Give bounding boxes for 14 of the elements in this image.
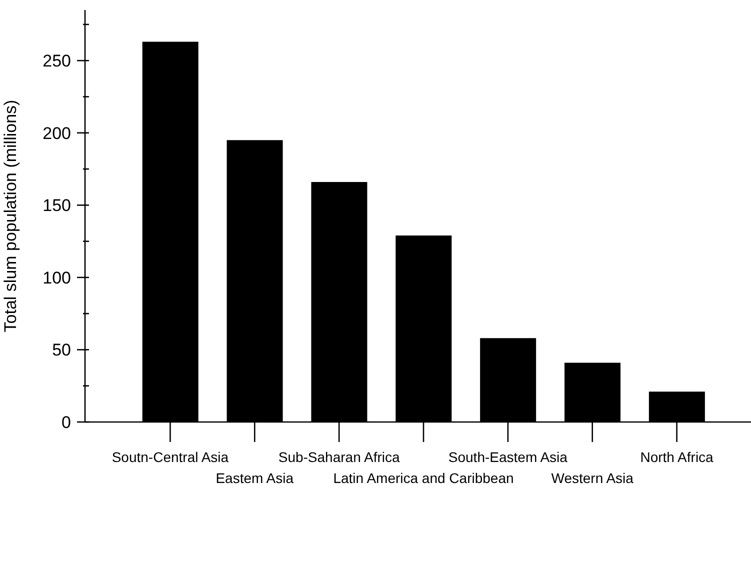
- x-tick-label: Latin America and Caribbean: [333, 470, 514, 486]
- y-tick-label: 100: [42, 268, 71, 288]
- y-tick-label: 0: [62, 412, 71, 432]
- y-tick-label: 150: [42, 196, 71, 216]
- x-tick-label: Soutn-Central Asia: [112, 449, 229, 465]
- x-tick-label: Sub-Saharan Africa: [278, 449, 400, 465]
- y-tick-label: 200: [42, 124, 71, 143]
- x-tick-label: Western Asia: [551, 470, 634, 486]
- x-tick-label: North Africa: [640, 449, 714, 465]
- x-tick-label: Eastem Asia: [216, 470, 294, 486]
- y-tick-label: 250: [42, 52, 71, 71]
- y-axis-title: Total slum population (millions): [1, 100, 20, 332]
- x-tick-label: South-Eastem Asia: [448, 449, 568, 465]
- y-tick-label: 50: [52, 340, 71, 360]
